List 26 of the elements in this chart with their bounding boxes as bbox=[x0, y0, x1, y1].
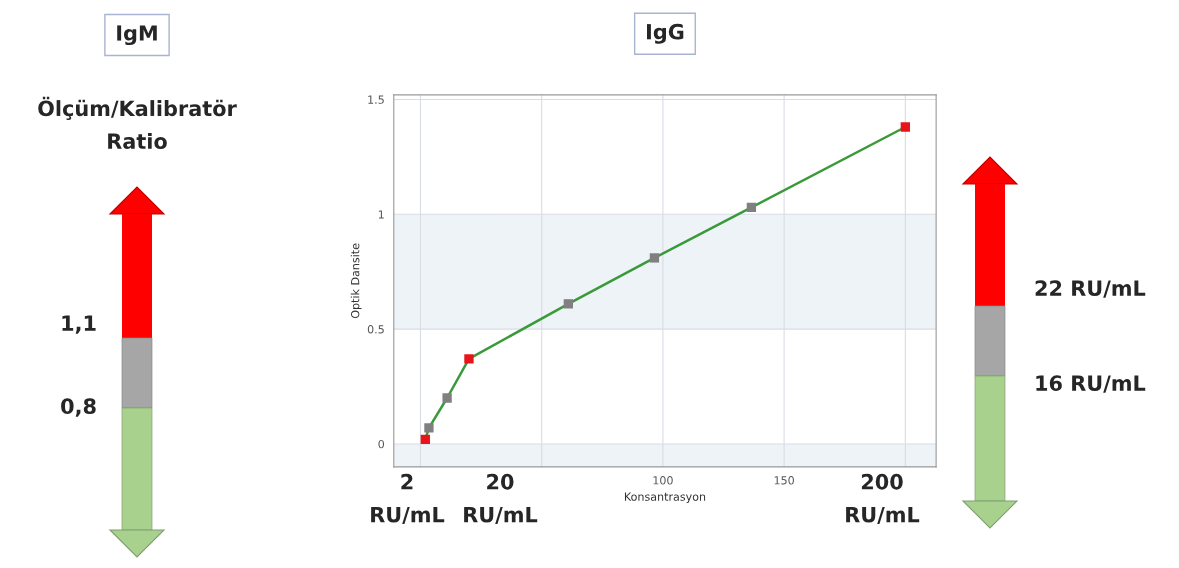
text: 20 RU/mL bbox=[464, 473, 538, 525]
point bbox=[563, 299, 573, 309]
x-tick-label: 100 bbox=[653, 476, 673, 485]
y-tick-label: 0 bbox=[378, 439, 385, 449]
point bbox=[746, 202, 757, 213]
y-tick-label: 1 bbox=[378, 210, 384, 219]
point bbox=[900, 122, 910, 132]
y-tick-label: 0.5 bbox=[367, 325, 384, 334]
x-tick-label: 150 bbox=[774, 476, 794, 485]
text: IgM bbox=[117, 25, 157, 46]
text: 22 RU/mL bbox=[1035, 280, 1146, 298]
text: Ölçüm/Kalibratör Ratio bbox=[38, 96, 237, 150]
point bbox=[464, 354, 474, 364]
point bbox=[442, 393, 452, 403]
text: 0,8 bbox=[61, 398, 96, 417]
point bbox=[649, 253, 660, 263]
text: 16 RU/mL bbox=[1036, 375, 1146, 393]
text: 2 RU/mL bbox=[371, 473, 445, 525]
point bbox=[420, 434, 430, 444]
y-axis-title: Optik Dansite bbox=[350, 243, 362, 319]
text: 1,1 bbox=[62, 315, 96, 334]
point bbox=[424, 423, 434, 433]
text: 200 RU/mL bbox=[846, 473, 920, 525]
y-tick-label: 1.5 bbox=[368, 95, 384, 104]
x-axis-title: Konsantrasyon bbox=[624, 492, 706, 503]
chart-title: IgG bbox=[646, 23, 684, 44]
